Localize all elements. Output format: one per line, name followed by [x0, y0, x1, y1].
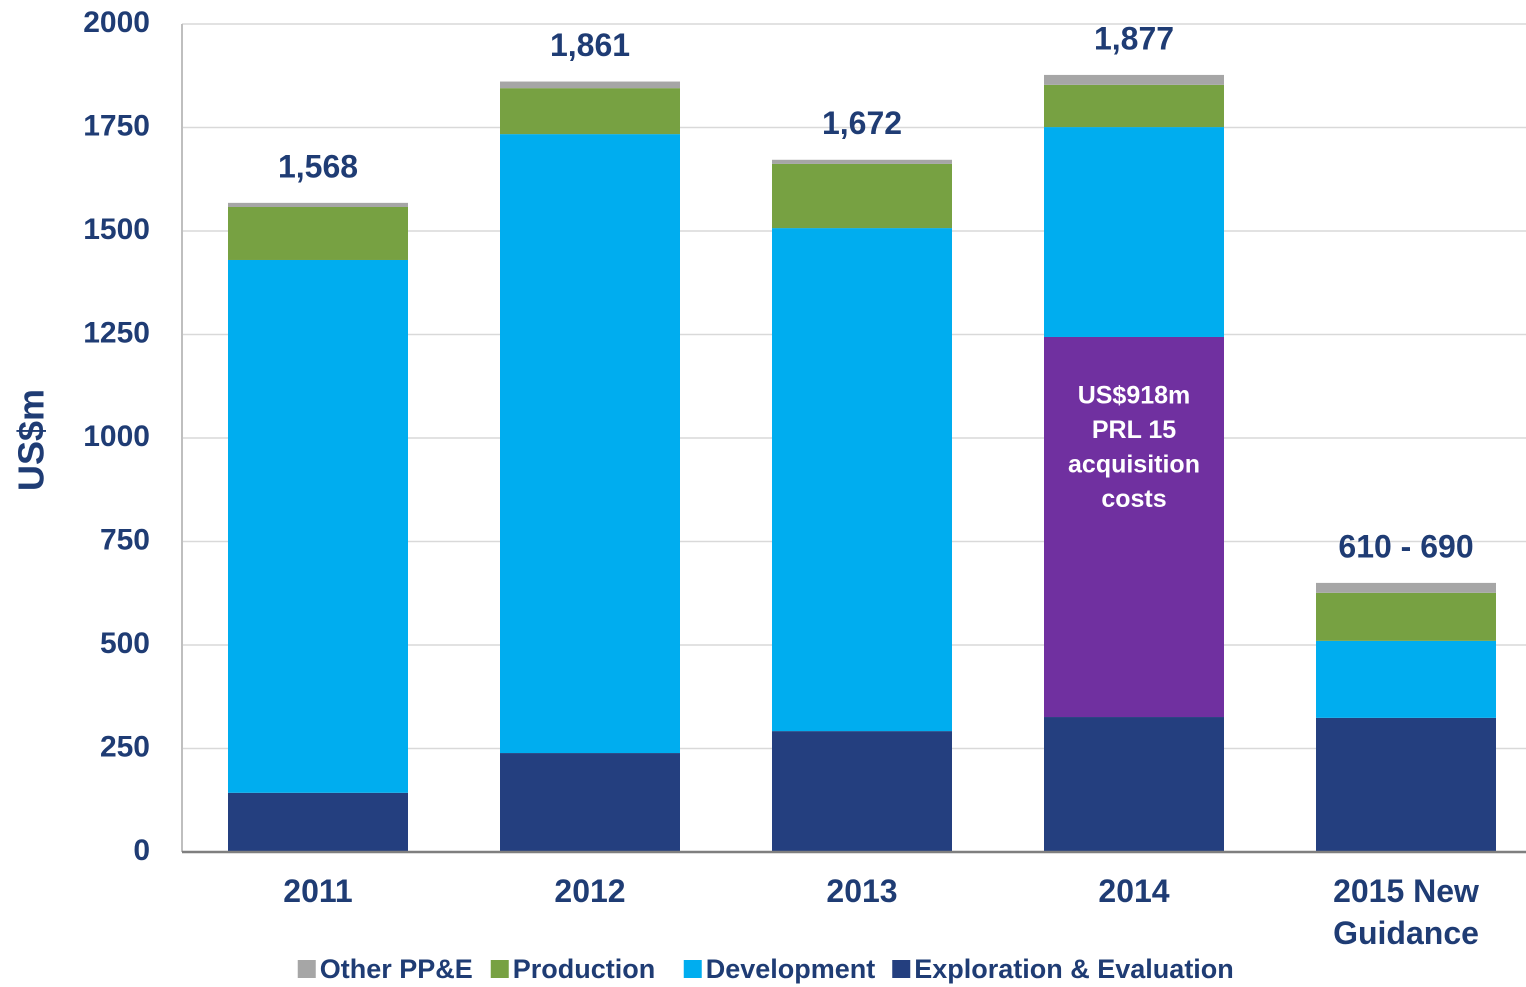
bar-segment — [1316, 717, 1496, 852]
segment-annotation: US$918m — [1078, 382, 1191, 410]
bar-segment — [1316, 640, 1496, 718]
bar-segment — [1044, 717, 1224, 852]
y-tick-label: 500 — [100, 627, 150, 660]
bar-segment — [1044, 74, 1224, 85]
bar-segment — [772, 159, 952, 164]
legend-swatch — [683, 960, 702, 978]
bar-segment — [772, 228, 952, 732]
y-tick-label: 2000 — [83, 6, 150, 39]
bar-segment — [228, 259, 408, 793]
x-tick-label: 2013 — [826, 873, 898, 909]
x-tick-label: 2015 New Guidance — [1333, 873, 1479, 951]
bar-segment — [228, 206, 408, 260]
legend-label: Other PP&E — [320, 954, 473, 984]
total-label: 610 - 690 — [1338, 528, 1473, 564]
y-tick-label: 1000 — [83, 420, 150, 453]
bar-segment — [500, 81, 680, 89]
bar-segment — [500, 88, 680, 135]
y-tick-label: 1750 — [83, 109, 150, 142]
bar-segment — [1044, 84, 1224, 128]
bar-segment — [228, 792, 408, 852]
x-tick-label: 2012 — [554, 873, 626, 909]
legend-swatch — [892, 960, 911, 978]
total-label: 1,672 — [822, 105, 902, 141]
y-tick-label: 0 — [133, 834, 150, 867]
segment-annotation: acquisition — [1068, 451, 1200, 479]
bar-segment — [1316, 582, 1496, 593]
bar-segment — [772, 731, 952, 852]
x-tick-label: 2014 — [1098, 873, 1170, 909]
bar-segment — [772, 163, 952, 229]
segment-annotation: PRL 15 — [1092, 416, 1176, 444]
bar-segment — [1044, 127, 1224, 337]
bar-segment — [228, 202, 408, 207]
legend-swatch — [297, 960, 316, 978]
total-label: 1,877 — [1094, 20, 1174, 56]
y-tick-label: 750 — [100, 523, 150, 556]
segment-annotation: costs — [1101, 485, 1166, 513]
y-tick-label: 250 — [100, 730, 150, 763]
total-label: 1,861 — [550, 27, 630, 63]
bar-segment — [500, 753, 680, 852]
bar-segment — [1044, 336, 1224, 718]
y-tick-label: 1500 — [83, 213, 150, 246]
y-axis-label: US$m — [11, 389, 52, 491]
legend-label: Development — [706, 954, 876, 984]
legend-swatch — [490, 960, 509, 978]
total-label: 1,568 — [278, 148, 358, 184]
x-tick-label: 2011 — [283, 873, 353, 909]
legend-label: Production — [513, 954, 656, 984]
y-tick-label: 1250 — [83, 316, 150, 349]
bar-segment — [1316, 592, 1496, 641]
legend-label: Exploration & Evaluation — [914, 954, 1234, 984]
bar-segment — [500, 134, 680, 754]
